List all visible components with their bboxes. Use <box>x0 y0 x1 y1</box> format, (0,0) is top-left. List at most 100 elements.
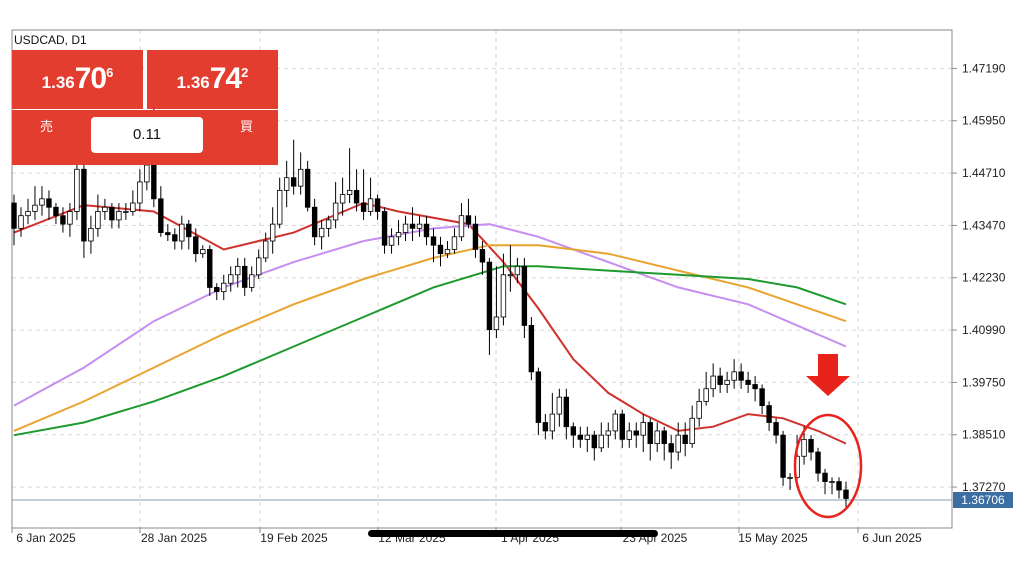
candle-body-down <box>752 384 758 390</box>
candle-body-down <box>745 379 751 385</box>
candle-body-up <box>339 194 346 204</box>
candle-body-down <box>808 438 814 453</box>
candle <box>249 266 255 292</box>
candlesticks <box>11 55 849 507</box>
candle <box>570 422 577 448</box>
candle-body-up <box>256 257 262 276</box>
candle-body-up <box>689 417 695 444</box>
plot-frame <box>11 29 953 529</box>
candle <box>710 363 716 398</box>
candle <box>214 283 220 301</box>
candle-body-down <box>193 236 199 255</box>
candle <box>829 477 835 495</box>
candle-body-up <box>416 223 423 229</box>
candle <box>137 169 143 212</box>
buy-button[interactable]: 1.36742 <box>147 50 278 109</box>
candle <box>605 422 611 448</box>
candle <box>647 418 653 461</box>
candle <box>186 219 192 250</box>
sell-price: 1.36706 <box>12 62 143 96</box>
candle <box>130 190 136 216</box>
candle <box>535 367 542 436</box>
candle-body-down <box>766 405 772 423</box>
candle <box>465 198 472 229</box>
moving-average-line <box>13 201 847 445</box>
current-price-label: 1.36706 <box>961 493 1005 507</box>
candle <box>836 477 842 499</box>
candle-body-up <box>598 434 604 449</box>
candle-body-down <box>423 223 430 238</box>
candle-body-down <box>242 265 248 288</box>
candle-body-up <box>297 168 304 187</box>
candle <box>353 169 360 212</box>
candle <box>780 430 786 486</box>
candle-body-down <box>563 396 570 428</box>
candle-body-down <box>53 206 59 217</box>
volume-input[interactable]: 0.11 <box>91 117 203 153</box>
candle <box>46 190 52 220</box>
candle <box>109 203 115 229</box>
candle-body-up <box>102 206 108 212</box>
candle-body-up <box>640 422 646 436</box>
candle <box>374 194 381 220</box>
candle-body-down <box>214 287 220 293</box>
candle <box>668 435 674 469</box>
sell-price-pips: 70 <box>74 62 107 95</box>
candle <box>787 473 793 491</box>
candle-body-down <box>570 426 577 436</box>
candle-body-up <box>801 438 807 457</box>
sell-label: 売 <box>40 119 54 134</box>
candle <box>815 447 821 482</box>
candle <box>269 207 276 254</box>
candle-body-up <box>626 430 632 440</box>
candle <box>444 241 451 258</box>
candle <box>332 181 339 229</box>
candle-body-down <box>836 481 842 491</box>
down-arrow-icon <box>806 354 850 396</box>
candle <box>346 148 353 204</box>
candle-body-up <box>395 232 402 238</box>
candle <box>283 160 290 208</box>
candle <box>521 257 528 339</box>
candle <box>11 194 17 246</box>
x-tick-label: 28 Jan 2025 <box>141 531 207 545</box>
candle-body-down <box>773 422 779 436</box>
candle-body-down <box>304 168 311 208</box>
candle <box>528 316 535 381</box>
candle <box>479 241 486 275</box>
candle <box>60 207 66 233</box>
candle-body-down <box>374 198 381 212</box>
candle <box>542 414 549 440</box>
candle <box>556 388 563 427</box>
candle <box>416 215 423 237</box>
candle-body-up <box>402 223 409 233</box>
candle-body-down <box>661 430 667 444</box>
candle-body-up <box>500 274 507 318</box>
candle-body-down <box>11 202 17 229</box>
candle-body-down <box>619 413 625 440</box>
candle <box>88 215 94 254</box>
candle <box>276 177 283 229</box>
candle-body-down <box>186 223 192 238</box>
candle-body-down <box>479 249 486 263</box>
moving-average-lines <box>13 201 847 445</box>
candle-body-up <box>605 430 611 436</box>
candle <box>430 228 437 263</box>
candle-body-up <box>18 215 24 229</box>
candle <box>661 426 667 461</box>
candle-body-up <box>130 202 136 212</box>
candle-body-up <box>829 481 835 483</box>
candle <box>843 481 849 507</box>
candle <box>74 160 80 220</box>
candle <box>158 186 164 237</box>
candle <box>591 430 598 461</box>
candle-body-down <box>843 489 849 499</box>
candle <box>39 186 45 216</box>
candle-body-up <box>95 211 101 229</box>
candle-body-down <box>409 223 416 229</box>
candle-body-down <box>780 434 786 478</box>
candle <box>577 426 584 448</box>
sell-button[interactable]: 1.36706 <box>12 50 143 109</box>
candle-body-down <box>528 325 535 373</box>
candle-body-up <box>325 219 332 229</box>
